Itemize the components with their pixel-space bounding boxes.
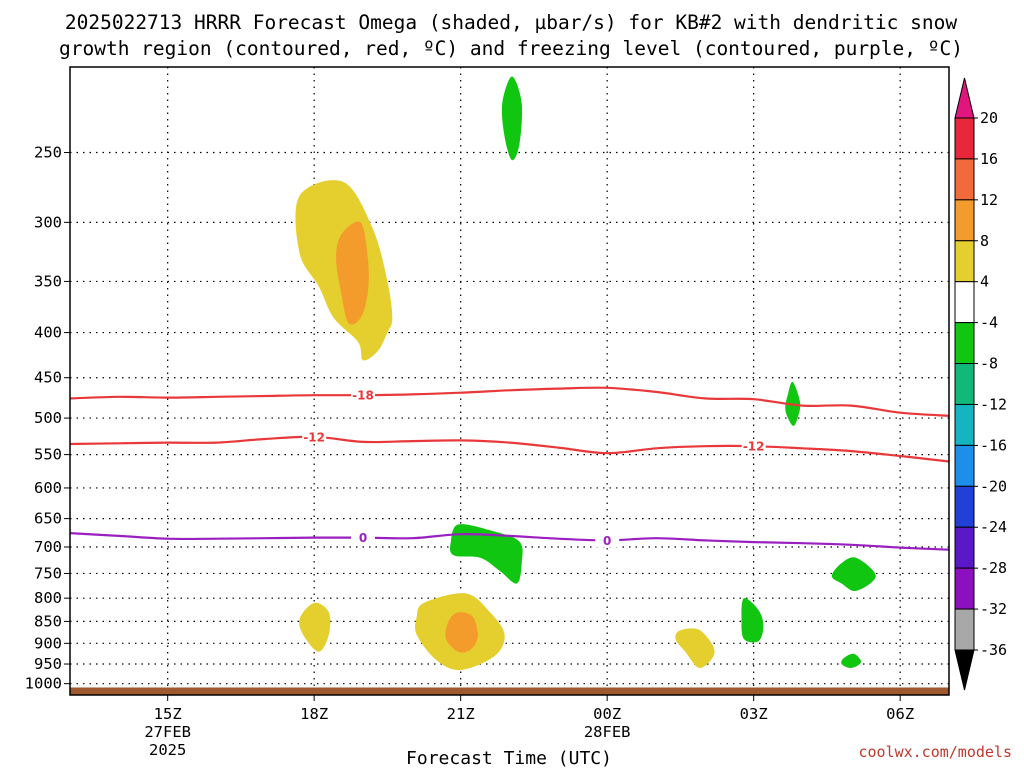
y-tick-label: 300	[34, 213, 62, 231]
colorbar-segment	[954, 403, 975, 446]
y-tick-label: 550	[34, 446, 62, 464]
x-tick-label: 15Z	[154, 705, 182, 723]
contour-label-bg	[741, 439, 766, 454]
colorbar-top-arrow	[954, 77, 975, 119]
contour-line	[70, 435, 949, 463]
x-tick-label: 21Z	[447, 705, 475, 723]
y-tick-label: 950	[34, 655, 62, 673]
colorbar-segment	[954, 281, 975, 324]
colorbar-tick-label: -20	[980, 477, 1007, 495]
y-tick-label: 450	[34, 369, 62, 387]
contour-label-bg	[351, 388, 375, 403]
x-tick-label: 18Z	[300, 705, 328, 723]
colorbar-tick-label: 20	[980, 109, 998, 127]
chart-title-line2: growth region (contoured, red, ºC) and f…	[59, 37, 963, 60]
colorbar-segment	[954, 199, 975, 242]
contour-label-bg	[595, 533, 620, 548]
colorbar-bottom-arrow	[954, 649, 975, 691]
colorbar-segment	[954, 363, 975, 405]
contour-label: -12	[743, 440, 765, 454]
colorbar-segment	[954, 322, 975, 365]
plot-area: -18 -12 -12 0 0	[69, 66, 950, 696]
y-tick-label: 600	[34, 479, 62, 497]
x-tick-label: 03Z	[740, 705, 768, 723]
colorbar-segment	[954, 567, 975, 610]
y-tick-label: 800	[34, 589, 62, 607]
omega-negative-region	[741, 598, 764, 643]
y-tick-label: 500	[34, 409, 62, 427]
x-tick-label: 2025	[149, 741, 186, 759]
omega-negative-region	[501, 76, 523, 161]
omega-negative-region	[831, 557, 876, 592]
plot-frame	[69, 66, 950, 696]
y-tick-label: 850	[34, 612, 62, 630]
colorbar-tick-label: -16	[980, 436, 1007, 454]
colorbar-tick-label: -32	[980, 600, 1007, 618]
colorbar-segment	[954, 608, 975, 651]
contour-line	[70, 532, 949, 551]
colorbar-segment	[954, 117, 975, 160]
colorbar-tick-label: -28	[980, 559, 1007, 577]
colorbar-tick-label: -4	[980, 314, 998, 332]
contour-label: -12	[303, 430, 325, 444]
omega-negative-region	[841, 653, 862, 669]
colorbar-segment	[954, 444, 975, 487]
colorbar-tick-label: -8	[980, 355, 998, 373]
contour-label: 0	[359, 531, 367, 545]
y-tick-label: 400	[34, 324, 62, 342]
colorbar-segment	[954, 158, 975, 201]
y-tick-label: 1000	[25, 675, 62, 693]
terrain-fill	[70, 687, 949, 695]
x-tick-label: 28FEB	[584, 723, 631, 741]
colorbar-segment	[954, 240, 975, 283]
terrain-strip	[70, 687, 949, 695]
colorbar-tick-label: -36	[980, 641, 1007, 659]
colorbar-tick-label: -24	[980, 518, 1007, 536]
x-tick-label: 00Z	[593, 705, 621, 723]
chart-title-line1: 2025022713 HRRR Forecast Omega (shaded, …	[65, 11, 957, 34]
x-tick-label: 27FEB	[144, 723, 191, 741]
omega-positive-region	[299, 602, 331, 652]
x-tick-label: 06Z	[886, 705, 914, 723]
colorbar-segment	[954, 526, 975, 569]
credit-text: coolwx.com/models	[858, 743, 1012, 761]
y-tick-label: 700	[34, 538, 62, 556]
contour-label-bg	[351, 530, 375, 545]
contour-label: -18	[352, 389, 374, 403]
omega-negative-region	[449, 524, 523, 584]
y-tick-label: 900	[34, 634, 62, 652]
colorbar-tick-label: -12	[980, 395, 1007, 413]
y-tick-label: 650	[34, 510, 62, 528]
y-tick-label: 350	[34, 272, 62, 290]
colorbar-tick-label: 16	[980, 150, 998, 168]
colorbar-tick-label: 12	[980, 191, 998, 209]
y-axis: 250 300 350 400 450 500 550 600 650 700 750 800 850 9…	[25, 143, 70, 693]
omega-positive-region	[675, 628, 715, 668]
y-tick-label: 250	[34, 143, 62, 161]
omega-positive-region	[445, 612, 478, 653]
omega-positive-region	[336, 221, 369, 325]
contour-line	[70, 386, 949, 417]
temperature-contours: -18 -12 -12 0 0	[70, 386, 949, 551]
contour-label: 0	[603, 534, 611, 548]
y-tick-label: 750	[34, 564, 62, 582]
colorbar-tick-label: 4	[980, 273, 989, 291]
x-axis-label: Forecast Time (UTC)	[406, 748, 612, 768]
omega-shading	[295, 76, 876, 671]
contour-label-bg	[302, 429, 327, 444]
colorbar: 20 16 12 8 4 -4 -8 -12 -16 -20 -24 -28 -32 -36	[954, 77, 1007, 691]
colorbar-segment	[954, 485, 975, 528]
grid-lines	[70, 67, 949, 695]
colorbar-tick-label: 8	[980, 232, 989, 250]
